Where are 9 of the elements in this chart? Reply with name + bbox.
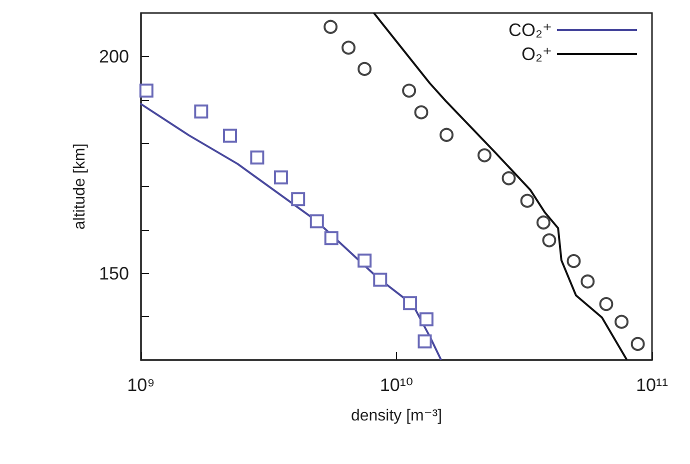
x-tick-label: 10¹⁰: [380, 375, 414, 395]
y-axis-title: altitude [km]: [72, 143, 89, 230]
legend-label: CO₂⁺: [508, 20, 552, 40]
y-tick-label: 150: [98, 263, 129, 284]
x-tick-label: 10¹¹: [636, 375, 668, 395]
legend-label: O₂⁺: [522, 44, 552, 64]
x-tick-label: 10⁹: [127, 375, 155, 395]
x-axis-title: density [m⁻³]: [350, 408, 442, 424]
y-tick-label: 200: [98, 46, 129, 66]
